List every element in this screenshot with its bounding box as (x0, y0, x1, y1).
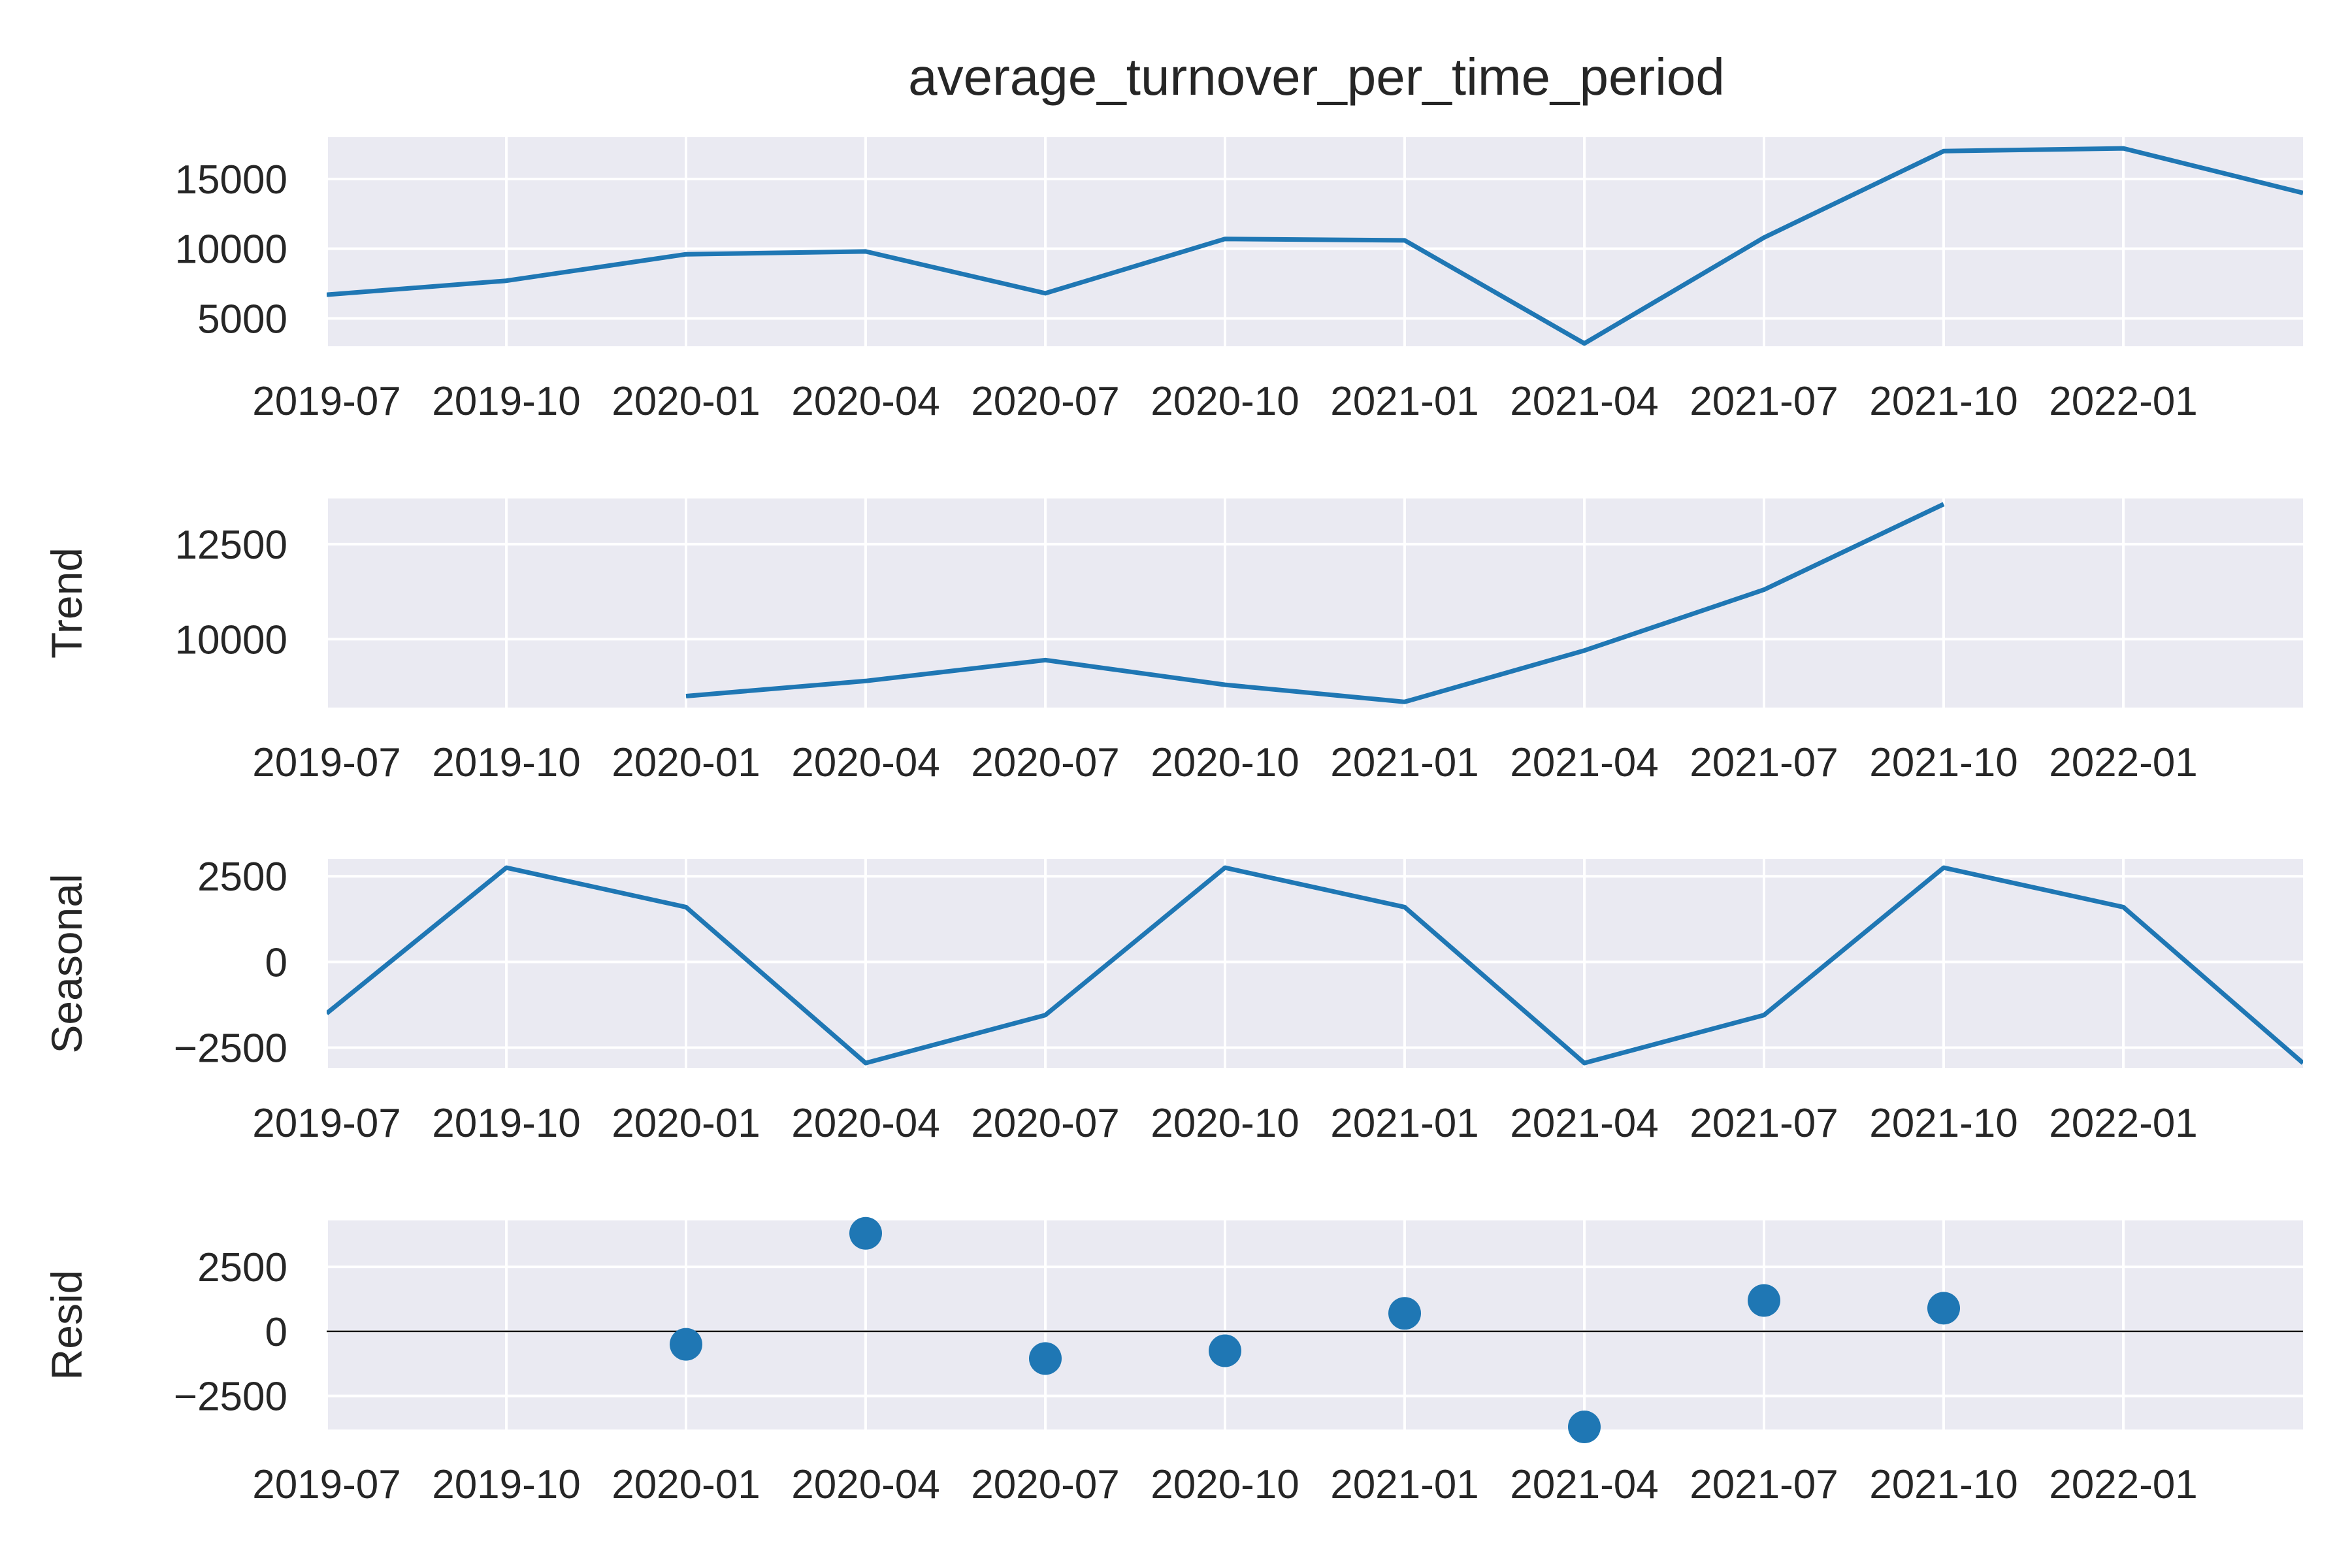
x-tick-label: 2020-01 (612, 1462, 760, 1507)
y-axis-label-trend: Trend (42, 547, 91, 659)
x-tick-label: 2020-01 (612, 1101, 760, 1146)
series-line-seasonal (327, 865, 2303, 1066)
series-line-trend (685, 502, 1945, 704)
y-tick-label: 0 (265, 940, 287, 985)
x-tick-label: 2019-10 (432, 1101, 581, 1146)
x-tick-label: 2020-07 (971, 1101, 1120, 1146)
x-tick-label: 2021-01 (1330, 379, 1479, 424)
y-tick-label: 12500 (175, 523, 287, 568)
y-tick-label: 2500 (197, 1245, 287, 1290)
x-tick-label: 2021-07 (1690, 740, 1838, 785)
plot-area-resid (327, 1220, 2303, 1429)
y-axis-label-resid: Resid (42, 1270, 91, 1380)
x-tick-label: 2021-07 (1690, 1462, 1838, 1507)
series-line-observed (327, 146, 2303, 346)
x-tick-label: 2021-04 (1510, 1101, 1659, 1146)
x-tick-label: 2020-04 (791, 379, 940, 424)
y-tick-label: 15000 (175, 157, 287, 203)
x-tick-label: 2020-07 (971, 740, 1120, 785)
y-tick-label: 5000 (197, 297, 287, 342)
data-point-resid (849, 1217, 882, 1250)
x-tick-label: 2021-10 (1869, 379, 2018, 424)
y-tick-label: 10000 (175, 227, 287, 272)
data-point-resid (1927, 1292, 1960, 1325)
x-tick-label: 2021-01 (1330, 740, 1479, 785)
x-tick-label: 2019-07 (252, 1462, 401, 1507)
x-tick-label: 2020-10 (1151, 1101, 1299, 1146)
x-tick-label: 2019-07 (252, 1101, 401, 1146)
x-tick-label: 2020-07 (971, 1462, 1120, 1507)
x-tick-label: 2019-07 (252, 740, 401, 785)
y-tick-label: 0 (265, 1310, 287, 1355)
y-tick-label: 2500 (197, 855, 287, 900)
x-tick-label: 2021-10 (1869, 1101, 2018, 1146)
x-tick-label: 2021-01 (1330, 1462, 1479, 1507)
data-point-resid (1209, 1334, 1241, 1367)
x-tick-label: 2020-04 (791, 1462, 940, 1507)
x-tick-label: 2020-01 (612, 379, 760, 424)
x-tick-label: 2021-07 (1690, 379, 1838, 424)
x-tick-label: 2020-10 (1151, 740, 1299, 785)
x-tick-label: 2020-10 (1151, 379, 1299, 424)
panel-resid: −2500 0 2500 2019-07 2019-10 2020-01 2020-04 20… (42, 1217, 2303, 1507)
x-tick-label: 2022-01 (2049, 740, 2198, 785)
x-tick-label: 2020-10 (1151, 1462, 1299, 1507)
panel-trend: 10000 12500 2019-07 2019-10 2020-01 2020-04 20… (42, 498, 2303, 785)
x-tick-label: 2020-04 (791, 1101, 940, 1146)
y-tick-label: −2500 (174, 1375, 287, 1420)
y-axis-label-seasonal: Seasonal (42, 874, 91, 1053)
y-tick-label: 10000 (175, 617, 287, 662)
x-tick-label: 2022-01 (2049, 1462, 2198, 1507)
plot-area-trend (327, 498, 2303, 708)
x-tick-label: 2021-04 (1510, 740, 1659, 785)
x-tick-label: 2021-04 (1510, 379, 1659, 424)
data-point-resid (670, 1328, 702, 1361)
x-tick-label: 2021-10 (1869, 740, 2018, 785)
panel-seasonal: −2500 0 2500 2019-07 2019-10 2020-01 2020-04 20… (42, 855, 2303, 1146)
data-point-resid (1568, 1411, 1601, 1444)
y-tick-label: −2500 (174, 1026, 287, 1071)
x-tick-label: 2022-01 (2049, 1101, 2198, 1146)
data-point-resid (1388, 1297, 1421, 1330)
x-tick-label: 2019-10 (432, 740, 581, 785)
x-tick-label: 2019-07 (252, 379, 401, 424)
chart-title: average_turnover_per_time_period (908, 48, 1725, 106)
x-tick-label: 2022-01 (2049, 379, 2198, 424)
x-tick-label: 2020-07 (971, 379, 1120, 424)
panel-observed: 5000 10000 15000 2019-07 2019-10 2020-01 2020-… (175, 137, 2303, 424)
data-point-resid (1029, 1342, 1062, 1375)
x-tick-label: 2020-04 (791, 740, 940, 785)
x-tick-label: 2021-04 (1510, 1462, 1659, 1507)
x-tick-label: 2019-10 (432, 379, 581, 424)
x-tick-label: 2019-10 (432, 1462, 581, 1507)
x-tick-label: 2021-10 (1869, 1462, 2018, 1507)
x-tick-label: 2020-01 (612, 740, 760, 785)
x-tick-label: 2021-01 (1330, 1101, 1479, 1146)
plot-area-seasonal (327, 859, 2303, 1068)
data-point-resid (1748, 1284, 1780, 1317)
x-tick-label: 2021-07 (1690, 1101, 1838, 1146)
